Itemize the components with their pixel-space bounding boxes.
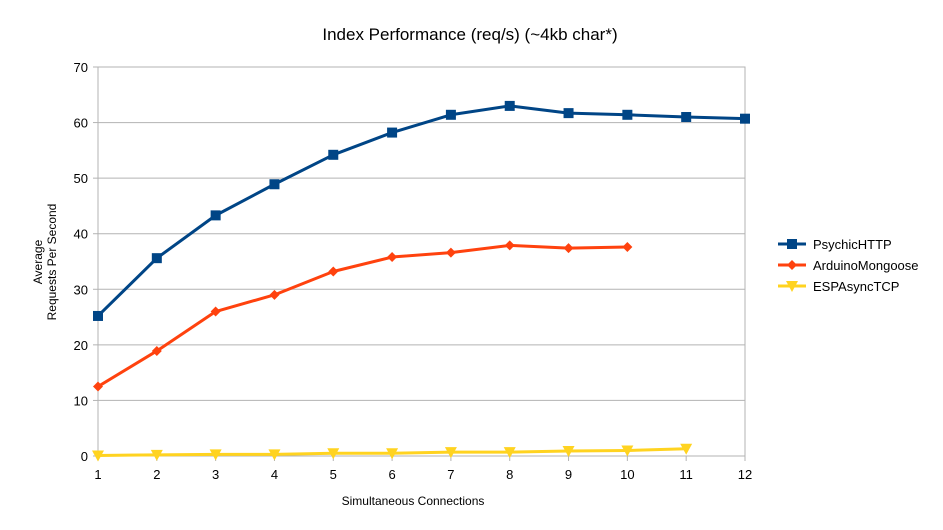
data-point-espasynctcp	[503, 447, 516, 459]
data-point-psychichttp	[504, 100, 515, 111]
data-point-psychichttp	[387, 127, 398, 138]
legend-label-arduinomongoose: ArduinoMongoose	[813, 258, 919, 273]
data-point-espasynctcp	[621, 445, 634, 457]
legend-marker-psychichttp	[787, 239, 797, 249]
data-point-espasynctcp	[680, 443, 693, 455]
x-tick-label: 1	[94, 467, 101, 482]
legend-label-psychichttp: PsychicHTTP	[813, 237, 892, 252]
x-tick-label: 3	[212, 467, 219, 482]
legend-marker-espasynctcp	[786, 281, 798, 292]
series-line-psychichttp	[96, 104, 746, 318]
y-tick-label: 50	[74, 171, 88, 186]
y-axis: 0 10 20 30 40 50 60 70	[74, 60, 98, 464]
y-tick-label: 0	[81, 449, 88, 464]
data-point-arduinomongoose	[622, 242, 633, 253]
y-tick-label: 20	[74, 338, 88, 353]
data-point-arduinomongoose	[387, 252, 398, 263]
data-point-espasynctcp	[562, 445, 575, 457]
data-point-arduinomongoose	[269, 289, 280, 300]
data-point-arduinomongoose	[210, 306, 221, 317]
data-point-arduinomongoose	[504, 240, 515, 251]
y-axis-label-line-1: Average	[31, 239, 45, 284]
series-arduinomongoose	[93, 240, 633, 392]
y-tick-label: 70	[74, 60, 88, 75]
data-point-psychichttp	[328, 149, 339, 160]
y-tick-label: 10	[74, 393, 88, 408]
series-espasynctcp	[92, 443, 693, 462]
data-point-arduinomongoose	[93, 381, 103, 392]
x-tick-label: 4	[271, 467, 278, 482]
y-axis-label: Average Requests Per Second	[31, 204, 59, 321]
legend-label-espasynctcp: ESPAsyncTCP	[813, 279, 899, 294]
data-point-arduinomongoose	[563, 243, 574, 254]
data-point-psychichttp	[622, 109, 633, 120]
x-tick-label: 6	[388, 467, 395, 482]
y-axis-label-line-2: Requests Per Second	[45, 204, 59, 321]
series-layer	[92, 100, 750, 462]
legend: PsychicHTTP ArduinoMongoose ESPAsyncTCP	[778, 237, 919, 294]
y-tick-label: 30	[74, 282, 88, 297]
data-point-psychichttp	[269, 179, 280, 190]
y-tick-label: 40	[74, 227, 88, 242]
x-tick-label: 5	[330, 467, 337, 482]
data-point-psychichttp	[210, 210, 221, 221]
x-axis-label: Simultaneous Connections	[342, 494, 485, 508]
series-psychichttp	[93, 100, 750, 321]
data-point-espasynctcp	[209, 449, 222, 461]
x-tick-label: 11	[679, 467, 693, 482]
data-point-espasynctcp	[92, 450, 104, 462]
data-point-arduinomongoose	[328, 266, 339, 277]
x-tick-label: 10	[620, 467, 634, 482]
data-point-psychichttp	[93, 310, 103, 321]
x-tick-label: 7	[447, 467, 454, 482]
data-point-psychichttp	[151, 253, 162, 264]
data-point-espasynctcp	[150, 449, 163, 461]
data-point-arduinomongoose	[445, 247, 456, 258]
data-point-psychichttp	[445, 109, 456, 120]
data-point-arduinomongoose	[151, 345, 162, 356]
plot-area-border	[97, 66, 746, 457]
chart-title: Index Performance (req/s) (~4kb char*)	[322, 25, 617, 44]
gridlines	[98, 66, 745, 457]
series-line-arduinomongoose	[97, 243, 628, 388]
data-point-espasynctcp	[327, 448, 340, 460]
y-tick-label: 60	[74, 116, 88, 131]
data-point-psychichttp	[740, 113, 750, 124]
data-point-espasynctcp	[268, 449, 281, 461]
legend-marker-arduinomongoose	[787, 260, 797, 270]
x-tick-label: 8	[506, 467, 513, 482]
x-tick-label: 12	[738, 467, 752, 482]
data-point-psychichttp	[563, 108, 574, 119]
x-tick-label: 9	[565, 467, 572, 482]
data-point-espasynctcp	[386, 448, 399, 460]
x-tick-label: 2	[153, 467, 160, 482]
data-point-espasynctcp	[444, 447, 457, 459]
data-point-psychichttp	[681, 112, 692, 123]
x-axis: 1 2 3 4 5 6 7 8 9 10 11 12	[94, 456, 752, 482]
